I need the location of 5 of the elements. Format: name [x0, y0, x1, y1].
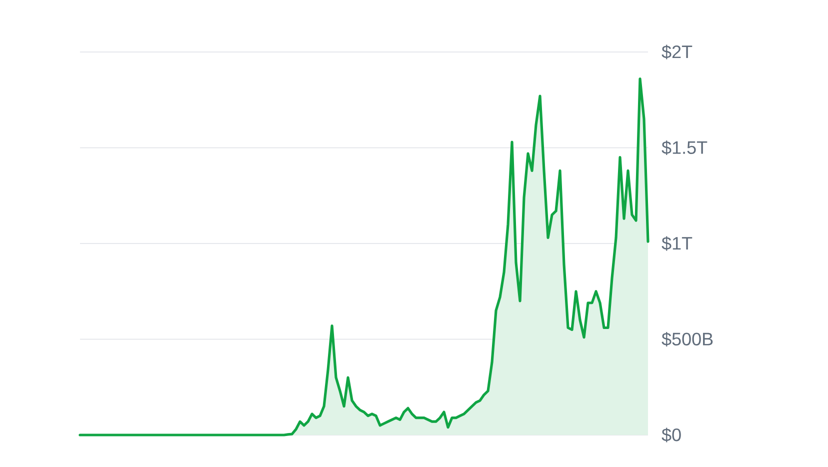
y-tick-label: $2T [662, 44, 692, 60]
y-tick-label: $1T [662, 236, 692, 251]
y-tick-label: $500B [662, 332, 713, 347]
y-tick-label: $0 [662, 428, 681, 442]
y-tick-label: $1.5T [662, 140, 708, 156]
